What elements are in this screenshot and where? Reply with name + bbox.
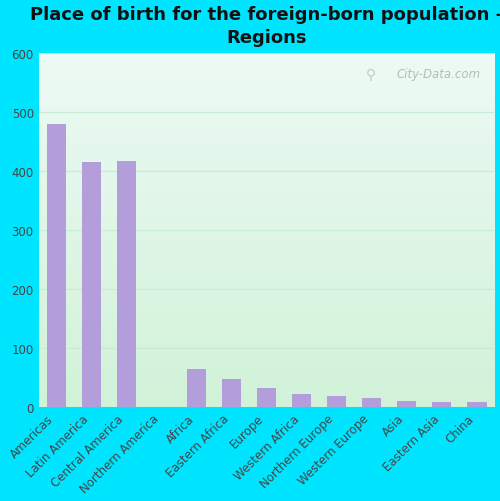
- Bar: [397, 401, 416, 407]
- Bar: [46, 125, 66, 407]
- Text: City-Data.com: City-Data.com: [396, 68, 481, 81]
- Bar: [292, 394, 311, 407]
- Bar: [257, 388, 276, 407]
- Bar: [468, 402, 486, 407]
- Bar: [187, 369, 206, 407]
- Bar: [327, 397, 346, 407]
- Bar: [82, 162, 101, 407]
- Bar: [222, 379, 241, 407]
- Text: ⚲: ⚲: [366, 68, 376, 82]
- Title: Place of birth for the foreign-born population -
Regions: Place of birth for the foreign-born popu…: [30, 6, 500, 47]
- Bar: [116, 161, 136, 407]
- Bar: [362, 398, 382, 407]
- Bar: [432, 402, 452, 407]
